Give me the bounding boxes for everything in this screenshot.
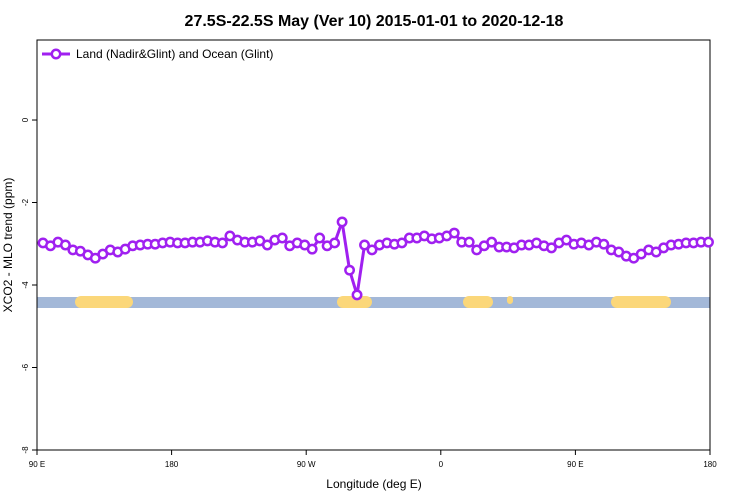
data-point <box>329 237 341 249</box>
data-point <box>486 236 498 248</box>
x-tick-label: 90 E <box>567 460 583 469</box>
data-point <box>351 289 363 301</box>
data-point <box>396 237 408 249</box>
legend-marker <box>50 48 62 60</box>
data-point <box>344 264 356 276</box>
x-tick-label: 90 E <box>29 460 45 469</box>
data-point <box>703 236 714 248</box>
y-tick-label: 0 <box>21 117 30 122</box>
x-tick-label: 90 W <box>297 460 316 469</box>
ocean-strip <box>37 297 710 308</box>
data-point <box>546 242 557 254</box>
data-point <box>463 236 475 248</box>
land-patch <box>337 296 372 308</box>
data-point <box>336 216 348 228</box>
land-patch <box>463 296 493 308</box>
y-tick-label: -4 <box>21 281 30 289</box>
y-tick-label: -6 <box>21 363 30 371</box>
data-point <box>276 232 288 244</box>
land-patch <box>507 296 513 304</box>
data-point <box>59 239 71 251</box>
data-point <box>306 243 318 255</box>
legend-label: Land (Nadir&Glint) and Ocean (Glint) <box>76 47 273 61</box>
x-axis-title: Longitude (deg E) <box>326 477 421 491</box>
land-ocean-strip <box>37 296 710 308</box>
y-tick-label: -2 <box>21 198 30 206</box>
data-point <box>448 227 460 239</box>
x-tick-label: 180 <box>703 460 717 469</box>
y-axis-title: XCO2 - MLO trend (ppm) <box>1 178 15 313</box>
y-tick-label: -8 <box>21 446 30 454</box>
data-point <box>359 239 370 251</box>
land-patch <box>75 296 133 308</box>
data-point <box>261 239 273 251</box>
x-tick-label: 0 <box>439 460 444 469</box>
x-tick-label: 180 <box>165 460 179 469</box>
data-point <box>314 232 326 244</box>
land-patch <box>611 296 671 308</box>
data-point <box>598 238 610 250</box>
data-point <box>366 244 378 256</box>
chart-title: 27.5S-22.5S May (Ver 10) 2015-01-01 to 2… <box>185 13 564 30</box>
series-line <box>42 221 709 296</box>
data-point <box>216 237 228 249</box>
